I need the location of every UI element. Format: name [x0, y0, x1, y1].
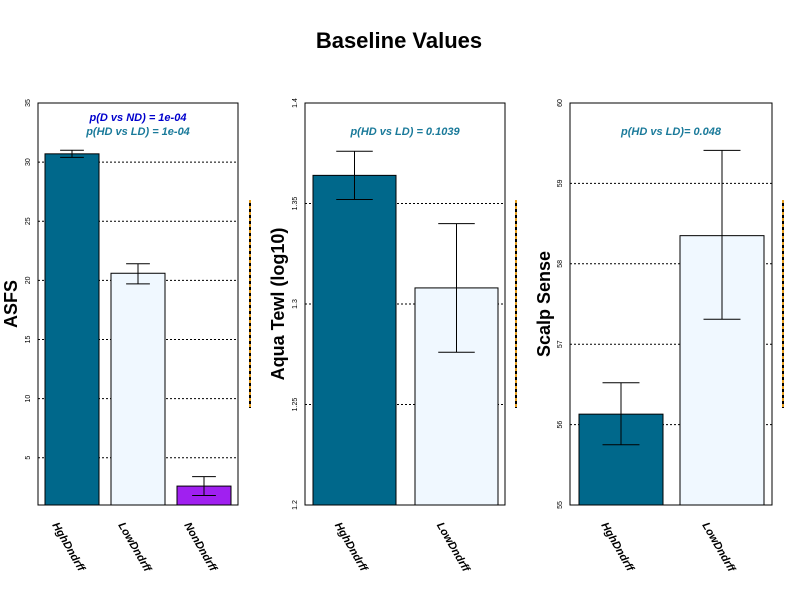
- bar-hghdndrff: [44, 153, 100, 506]
- chart-panel-1: HghDndrff LowDndrff NonDndrff 5 10 15 20 25 30 35…: [1, 99, 251, 576]
- category-label: HghDndrff: [49, 521, 87, 575]
- y-axis-label: Scalp Sense: [534, 251, 554, 357]
- y-tick-label: 1.4: [292, 98, 299, 108]
- y-tick-label: 60: [557, 99, 564, 107]
- category-label: NonDndrff: [181, 521, 219, 575]
- y-tick-label: 15: [25, 335, 32, 343]
- figure-title: Baseline Values: [316, 28, 482, 53]
- y-tick-label: 56: [557, 421, 564, 429]
- category-label: LowDndrff: [115, 521, 153, 576]
- bar-lowdndrff: [110, 272, 166, 506]
- y-tick-label: 1.35: [292, 197, 299, 211]
- y-tick-label: 25: [25, 217, 32, 225]
- y-tick-label: 10: [25, 395, 32, 403]
- category-label: LowDndrff: [434, 521, 472, 576]
- y-tick-label: 20: [25, 276, 32, 284]
- y-axis-label: ASFS: [1, 280, 21, 328]
- y-tick-label: 59: [557, 179, 564, 187]
- y-axis-label: Aqua Tewl (log10): [268, 228, 288, 381]
- p-value-annotation: p(HD vs LD) = 1e-04: [85, 126, 190, 138]
- chart-panel-2: HghDndrff LowDndrff 1.2 1.25 1.3 1.35 1.4 Aqua …: [268, 98, 517, 576]
- y-tick-label: 57: [557, 340, 564, 348]
- p-value-annotation: p(HD vs LD) = 0.1039: [349, 126, 460, 138]
- bar-hghdndrff: [312, 174, 397, 506]
- category-label: LowDndrff: [699, 521, 737, 576]
- y-tick-label: 1.3: [292, 299, 299, 309]
- y-tick-label: 5: [25, 456, 32, 460]
- category-label: HghDndrff: [332, 521, 370, 575]
- plot-frame: [37, 102, 239, 506]
- y-tick-label: 1.25: [292, 398, 299, 412]
- y-tick-label: 58: [557, 260, 564, 268]
- chart-panel-3: HghDndrff LowDndrff 55 56 57 58 59 60 Scalp Sens…: [534, 99, 784, 576]
- category-label: HghDndrff: [598, 521, 636, 575]
- y-tick-label: 35: [25, 99, 32, 107]
- y-tick-label: 55: [557, 501, 564, 509]
- p-value-annotation: p(HD vs LD)= 0.048: [620, 126, 722, 138]
- y-tick-label: 30: [25, 158, 32, 166]
- plot-frame: [569, 102, 773, 506]
- p-value-annotation: p(D vs ND) = 1e-04: [89, 112, 187, 124]
- y-tick-label: 1.2: [292, 500, 299, 510]
- plot-frame: [304, 102, 506, 506]
